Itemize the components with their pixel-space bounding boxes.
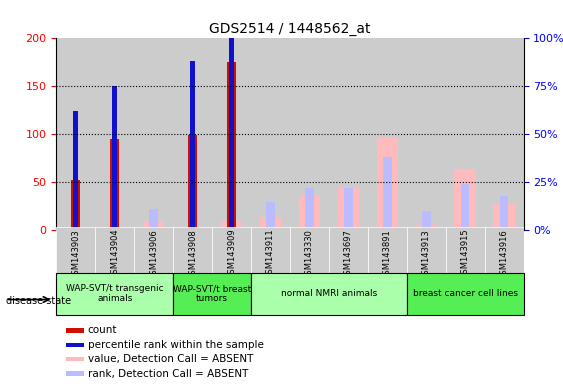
Bar [95, 227, 134, 273]
Text: GSM143916: GSM143916 [499, 229, 508, 280]
Bar [368, 38, 406, 230]
Text: GSM143906: GSM143906 [149, 229, 158, 280]
Text: GSM143330: GSM143330 [305, 229, 314, 280]
Bar [212, 227, 251, 273]
Bar [66, 371, 84, 376]
Bar [338, 188, 359, 230]
Bar [446, 227, 485, 273]
Bar [485, 227, 524, 273]
Bar [173, 227, 212, 273]
Bar [72, 180, 80, 230]
Title: GDS2514 / 1448562_at: GDS2514 / 1448562_at [209, 22, 370, 36]
Bar [485, 38, 524, 230]
Bar [173, 38, 212, 230]
Bar [143, 221, 164, 230]
Text: GSM143909: GSM143909 [227, 229, 236, 280]
Text: percentile rank within the sample: percentile rank within the sample [88, 340, 263, 350]
Bar [493, 204, 515, 230]
Bar [406, 227, 446, 273]
Text: normal NMRI animals: normal NMRI animals [281, 289, 377, 298]
Text: GSM143913: GSM143913 [422, 229, 431, 280]
Bar [454, 169, 476, 230]
Bar [56, 227, 95, 273]
Bar [329, 227, 368, 273]
Bar [73, 111, 78, 230]
Bar [134, 38, 173, 230]
Bar [377, 138, 398, 230]
Bar [188, 136, 197, 230]
Bar [461, 184, 470, 230]
Bar [212, 38, 251, 230]
Bar [66, 328, 84, 333]
Text: GSM143908: GSM143908 [188, 229, 197, 280]
Bar [368, 227, 406, 273]
Text: count: count [88, 326, 117, 336]
Text: GSM143697: GSM143697 [344, 229, 353, 280]
Bar [305, 188, 314, 230]
Bar [329, 38, 368, 230]
Bar [422, 211, 431, 230]
Text: GSM143915: GSM143915 [461, 229, 470, 280]
Bar [190, 61, 195, 230]
Bar [173, 273, 251, 315]
Bar [66, 357, 84, 361]
Bar [251, 227, 290, 273]
Bar [66, 343, 84, 347]
Bar [406, 38, 446, 230]
Bar [149, 209, 158, 230]
Text: GSM143903: GSM143903 [72, 229, 81, 280]
Text: value, Detection Call = ABSENT: value, Detection Call = ABSENT [88, 354, 253, 364]
Bar [229, 29, 234, 230]
Bar [290, 227, 329, 273]
Bar [251, 273, 406, 315]
Text: WAP-SVT/t transgenic
animals: WAP-SVT/t transgenic animals [66, 284, 163, 303]
Bar [56, 273, 173, 315]
Bar [56, 38, 95, 230]
Text: breast cancer cell lines: breast cancer cell lines [413, 289, 518, 298]
Bar [266, 202, 275, 230]
Bar [344, 188, 352, 230]
Bar [113, 86, 117, 230]
Text: GSM143904: GSM143904 [110, 229, 119, 280]
Bar [221, 221, 242, 230]
Bar [227, 62, 236, 230]
Bar [299, 196, 320, 230]
Text: rank, Detection Call = ABSENT: rank, Detection Call = ABSENT [88, 369, 248, 379]
Bar [290, 38, 329, 230]
Bar [500, 196, 508, 230]
Bar [415, 225, 437, 230]
Text: WAP-SVT/t breast
tumors: WAP-SVT/t breast tumors [173, 284, 251, 303]
Bar [446, 38, 485, 230]
Bar [95, 38, 134, 230]
Text: GSM143891: GSM143891 [383, 229, 392, 280]
Bar [134, 227, 173, 273]
Bar [251, 38, 290, 230]
Bar [110, 139, 119, 230]
Bar [383, 157, 392, 230]
Bar [260, 217, 281, 230]
Text: GSM143911: GSM143911 [266, 229, 275, 280]
Text: disease state: disease state [6, 296, 71, 306]
Bar [406, 273, 524, 315]
